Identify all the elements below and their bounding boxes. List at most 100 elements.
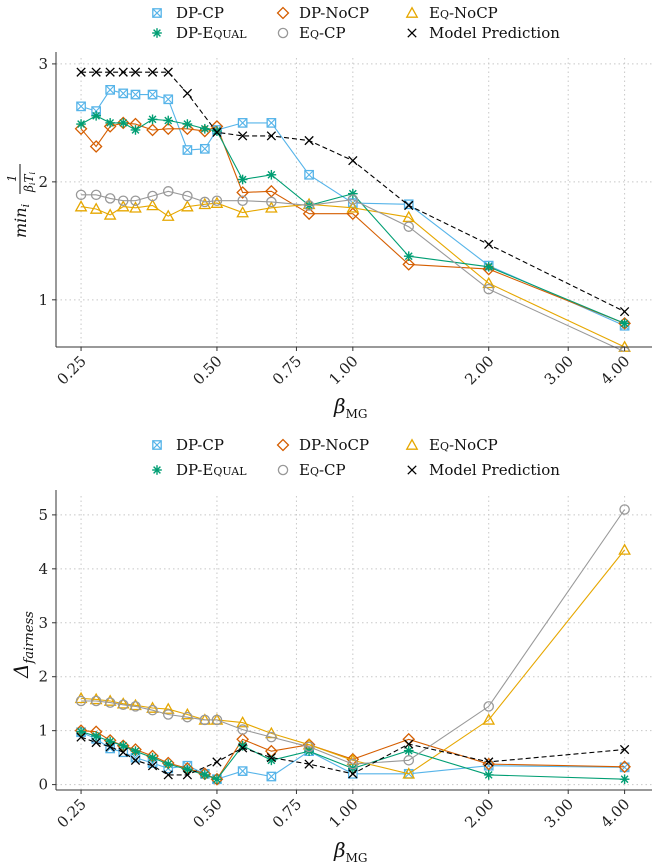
data-point — [89, 692, 103, 705]
data-point — [403, 745, 414, 756]
series-eq-cp — [75, 186, 630, 352]
data-point — [212, 757, 222, 767]
data-point — [403, 755, 415, 766]
legend-marker — [152, 8, 162, 18]
data-point — [402, 258, 416, 271]
data-point — [619, 306, 630, 317]
legend-label: DP-NoCP — [299, 436, 369, 454]
y-tick-label: 3 — [38, 55, 48, 73]
data-point — [161, 122, 175, 136]
data-point — [266, 169, 277, 180]
legend-marker — [405, 6, 419, 18]
data-point — [104, 193, 116, 204]
data-point — [147, 114, 158, 125]
data-point — [117, 699, 129, 711]
legend-label: Model Prediction — [429, 461, 560, 479]
data-point — [199, 123, 210, 134]
data-point — [118, 747, 128, 757]
data-point — [484, 757, 494, 767]
data-point — [163, 94, 174, 105]
data-point — [304, 169, 314, 180]
data-point — [302, 207, 316, 221]
x-tick-label: 4.00 — [597, 352, 633, 388]
data-point — [182, 190, 193, 202]
axes-bottom: 0 1 2 3 4 5 0.25 0.50 0.75 1.00 2.00 3.00 4.00 — [38, 490, 652, 831]
data-point — [147, 704, 158, 716]
legend-label: DP-NoCP — [299, 4, 369, 22]
data-point — [182, 770, 193, 780]
x-tick-label: 3.00 — [541, 795, 577, 831]
x-tick-label: 0.25 — [54, 352, 90, 388]
data-point — [182, 119, 193, 129]
data-point — [105, 84, 116, 95]
data-point — [147, 67, 158, 77]
legend-marker — [277, 27, 289, 39]
legend-item-eq-nocp: EQ-NoCP — [405, 4, 498, 22]
data-point — [116, 739, 130, 753]
data-point — [89, 140, 103, 153]
legend-item-model-prediction: Model Prediction — [407, 461, 560, 479]
data-point — [347, 194, 359, 205]
data-point — [75, 189, 87, 201]
data-point — [147, 190, 158, 202]
legend-item-eq-cp: EQ-CP — [277, 461, 346, 479]
legend-item-dp-equal: DP-EQUAL — [152, 461, 247, 479]
legend-marker — [407, 28, 417, 38]
x-axis-title-bottom: βMG — [333, 838, 367, 865]
data-point — [483, 770, 494, 780]
data-point — [146, 701, 159, 713]
y-tick-label: 3 — [38, 614, 48, 632]
legend-item-dp-nocp: DP-NoCP — [276, 4, 369, 22]
legend-label: DP-EQUAL — [176, 461, 247, 479]
data-point — [236, 205, 249, 218]
data-point — [130, 89, 141, 100]
series-eq-nocp — [74, 543, 631, 779]
data-point — [105, 67, 115, 77]
data-point — [105, 736, 115, 747]
data-point — [237, 724, 248, 735]
data-point — [237, 174, 248, 185]
data-point — [482, 276, 496, 289]
data-point — [129, 201, 142, 213]
data-point — [618, 543, 631, 555]
data-point — [182, 711, 193, 723]
legend-item-eq-cp: EQ-CP — [277, 24, 346, 42]
data-point — [146, 123, 159, 137]
gridlines-bottom — [56, 496, 652, 790]
data-point — [346, 201, 360, 213]
x-tick-label: 1.00 — [325, 352, 361, 388]
y-tick-label: 4 — [38, 560, 48, 578]
data-point — [163, 67, 173, 77]
legend-marker — [405, 438, 419, 450]
series-dp-equal — [76, 110, 630, 329]
data-point — [74, 691, 88, 704]
data-point — [130, 125, 141, 135]
data-point — [199, 770, 210, 780]
data-point — [237, 740, 248, 751]
y-tick-label: 1 — [38, 291, 48, 309]
data-point — [162, 186, 174, 197]
data-point — [266, 196, 277, 208]
data-point — [105, 118, 115, 128]
legend-marker — [152, 465, 162, 475]
x-tick-label: 3.00 — [541, 352, 577, 388]
legend-item-dp-cp: DP-CP — [152, 4, 224, 22]
legend-item-dp-cp: DP-CP — [152, 436, 224, 454]
data-point — [118, 118, 129, 128]
data-point — [237, 766, 248, 776]
data-point — [483, 261, 494, 272]
data-point — [236, 715, 249, 728]
data-point — [91, 737, 101, 748]
x-axis-title: βMG — [333, 838, 367, 865]
legend-label: Model Prediction — [429, 24, 560, 42]
x-tick-label: 4.00 — [597, 795, 633, 831]
data-point — [74, 200, 88, 212]
data-point — [147, 89, 158, 100]
series-eq-cp — [75, 504, 630, 770]
data-point — [348, 769, 358, 779]
series-line-model-prediction — [81, 71, 625, 313]
data-point — [483, 701, 494, 712]
legend-marker — [276, 438, 290, 452]
data-point — [116, 200, 130, 212]
